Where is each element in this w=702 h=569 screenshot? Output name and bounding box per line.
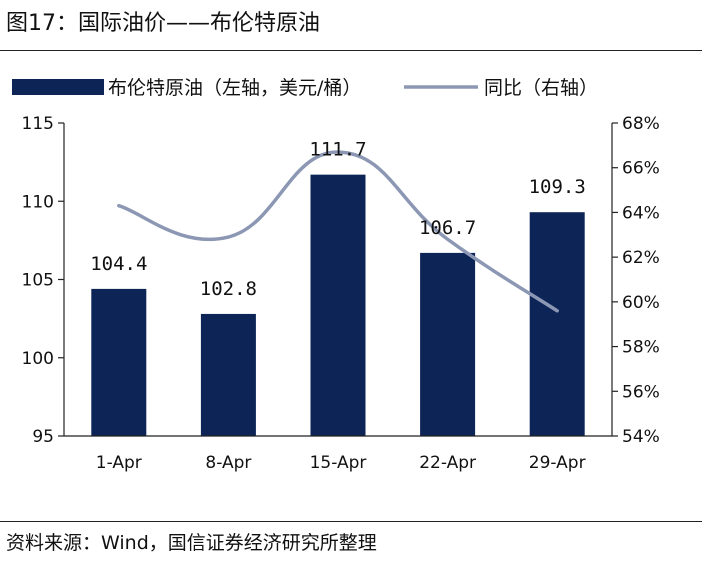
bar-value-label: 111.7: [309, 139, 366, 161]
yoy-line: [117, 150, 559, 313]
bar-29-apr: [529, 212, 585, 436]
bar-22-apr: [420, 252, 476, 436]
legend-bar-swatch: [12, 79, 104, 95]
left-tick-label: 105: [22, 271, 54, 291]
left-axis-ticks: 95 100 105 110 115: [22, 114, 64, 447]
legend-bar-label: 布伦特原油（左轴，美元/桶）: [108, 77, 361, 99]
bar-1-apr: [91, 288, 147, 436]
bar-value-label: 102.8: [200, 278, 257, 300]
left-tick-label: 115: [22, 114, 54, 134]
right-tick-label: 54%: [622, 427, 660, 447]
left-tick-label: 100: [22, 349, 54, 369]
bar-15-apr: [310, 174, 366, 436]
bar-series: [91, 174, 585, 436]
left-tick-label: 110: [22, 192, 54, 212]
x-tick-label: 1-Apr: [96, 453, 142, 473]
right-tick-label: 68%: [622, 114, 660, 134]
chart-legend: 布伦特原油（左轴，美元/桶） 同比（右轴）: [12, 77, 598, 99]
right-tick-label: 64%: [622, 203, 660, 223]
x-tick-label: 8-Apr: [205, 453, 251, 473]
bar-value-label: 104.4: [90, 253, 147, 275]
x-tick-label: 22-Apr: [419, 453, 476, 473]
right-tick-label: 66%: [622, 159, 660, 179]
title-divider: [0, 50, 702, 51]
line-series: [117, 150, 559, 313]
right-tick-label: 56%: [622, 382, 660, 402]
bar-value-labels: 104.4 102.8 111.7 106.7 109.3: [90, 139, 586, 300]
source-note: 资料来源：Wind，国信证券经济研究所整理: [6, 532, 377, 554]
right-tick-label: 62%: [622, 248, 660, 268]
figure-title: 图17：国际油价——布伦特原油: [6, 11, 320, 36]
bar-value-label: 106.7: [419, 217, 476, 239]
right-axis-ticks: 54% 56% 58% 60% 62% 64% 66% 68%: [612, 114, 660, 447]
x-tick-label: 15-Apr: [310, 453, 367, 473]
source-divider: [0, 521, 702, 522]
bar-value-label: 109.3: [529, 176, 586, 198]
legend-line-label: 同比（右轴）: [484, 77, 598, 99]
left-tick-label: 95: [32, 427, 54, 447]
x-axis-labels: 1-Apr 8-Apr 15-Apr 22-Apr 29-Apr: [96, 453, 586, 473]
right-tick-label: 60%: [622, 293, 660, 313]
x-tick-label: 29-Apr: [529, 453, 586, 473]
bar-8-apr: [200, 313, 256, 436]
right-tick-label: 58%: [622, 338, 660, 358]
